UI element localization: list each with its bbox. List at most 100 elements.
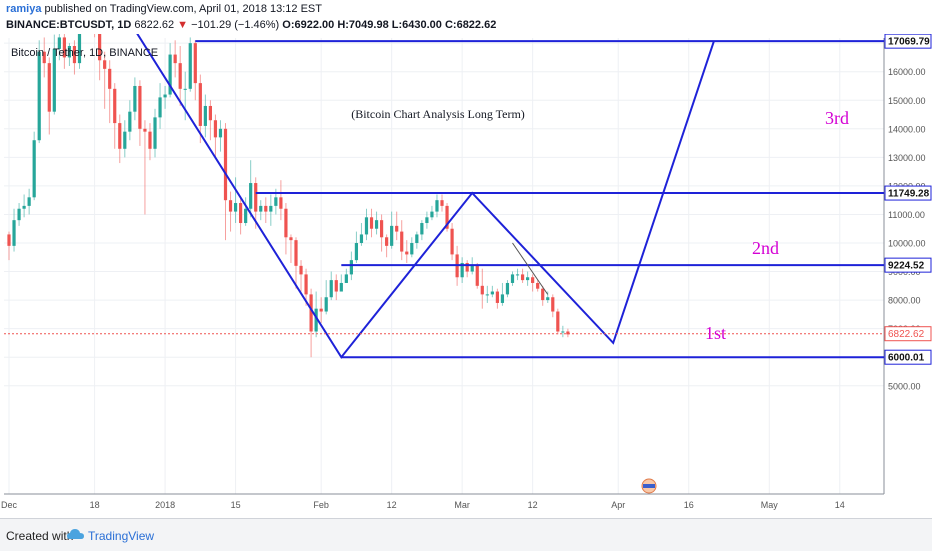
candle-body [324, 297, 328, 312]
horizontal-levels [195, 40, 884, 359]
candle-body [148, 131, 152, 149]
candle [410, 237, 414, 258]
annotation-1st: 1st [705, 323, 726, 343]
level-tag-box [884, 34, 932, 49]
candle [430, 205, 434, 221]
candle-body [178, 63, 182, 89]
candle [77, 34, 82, 69]
candle [395, 211, 399, 241]
candle [213, 114, 218, 158]
candle-body [390, 225, 394, 246]
candle [450, 223, 454, 261]
candle [12, 208, 16, 252]
candle [22, 194, 26, 218]
candle [334, 274, 338, 301]
annotation-3rd: 3rd [825, 108, 849, 128]
candle-body [289, 237, 293, 241]
candle-body [57, 37, 61, 49]
candle-body [450, 228, 454, 255]
candle-body [208, 105, 212, 121]
price-tick-label: 16000.00 [888, 67, 926, 77]
candle [510, 271, 515, 286]
candle [47, 57, 51, 135]
candle [249, 160, 253, 218]
symbol-label[interactable]: BINANCE:BTCUSDT, 1D [6, 19, 132, 31]
candle-body [52, 48, 56, 112]
flag-stripe-icon [643, 484, 655, 488]
candle-body [168, 54, 172, 95]
candle-body [294, 240, 298, 266]
candle [561, 325, 565, 338]
candle-body [445, 205, 449, 229]
candle-body [334, 280, 338, 292]
candle-body [123, 131, 127, 149]
candle-body [440, 200, 444, 206]
candle-body [364, 217, 369, 235]
time-tick-label: 15 [231, 500, 241, 510]
candle-body [490, 291, 494, 295]
candle-body [62, 37, 66, 58]
candle [359, 223, 364, 246]
price-chart[interactable]: 5000.006000.007000.008000.009000.0010000… [0, 34, 932, 518]
candle [188, 37, 192, 92]
candle [62, 34, 66, 69]
candle [515, 268, 520, 281]
candle [233, 177, 238, 224]
author-link[interactable]: ramiya [6, 3, 42, 15]
candle [566, 328, 570, 338]
candle-body [425, 217, 429, 224]
candle-body [233, 203, 238, 212]
time-axis[interactable]: Dec 18 2018 15 Feb 12 Mar 12 Apr 16 May 14 [1, 500, 845, 510]
tradingview-link[interactable]: TradingView [88, 529, 155, 543]
candle-body [259, 205, 263, 212]
price-tick-label: 8000.00 [888, 296, 921, 306]
candle [294, 237, 298, 289]
candle [490, 285, 494, 298]
candle-body [339, 282, 343, 292]
candle [536, 280, 540, 292]
candle-body [359, 234, 364, 243]
candle [480, 268, 484, 309]
candle-body [319, 308, 323, 312]
candle-body [188, 43, 192, 89]
candle [551, 294, 555, 318]
candle [173, 40, 177, 78]
candle [42, 37, 46, 78]
candle [445, 203, 449, 232]
annotation-2nd: 2nd [752, 238, 779, 258]
candle-body [158, 97, 162, 118]
candle [198, 74, 202, 144]
price-tick-label: 11000.00 [888, 210, 925, 220]
candle-body [67, 46, 72, 58]
candle [264, 197, 268, 224]
candle [138, 80, 142, 146]
candle-body [526, 277, 530, 281]
candle [133, 77, 137, 121]
footer: Created with TradingView [0, 518, 932, 551]
candle [460, 257, 464, 283]
candle-body [465, 262, 469, 272]
candle [128, 100, 132, 141]
candle-body [400, 231, 404, 252]
time-tick-label: Mar [454, 500, 470, 510]
event-marker[interactable] [641, 478, 657, 494]
candle [495, 288, 499, 309]
candle [556, 308, 560, 335]
candle-body [138, 85, 142, 129]
candle-body [12, 220, 16, 246]
close-value: C:6822.62 [444, 19, 497, 31]
candle-body [374, 220, 379, 229]
ohlc-line: BINANCE:BTCUSDT, 1D 6822.62 ▼ −101.29 (−… [6, 19, 496, 31]
high-value: H:7049.98 [337, 19, 389, 31]
candle [485, 285, 489, 303]
candle [531, 274, 535, 292]
candle [526, 271, 530, 286]
level-tag-box [884, 185, 932, 201]
price-change: −101.29 (−1.46%) [191, 19, 280, 31]
candle-body [228, 200, 233, 212]
candle [228, 191, 233, 232]
candle-body [143, 128, 147, 132]
candle [32, 131, 36, 201]
candle [153, 108, 157, 158]
candle-body [173, 54, 177, 64]
